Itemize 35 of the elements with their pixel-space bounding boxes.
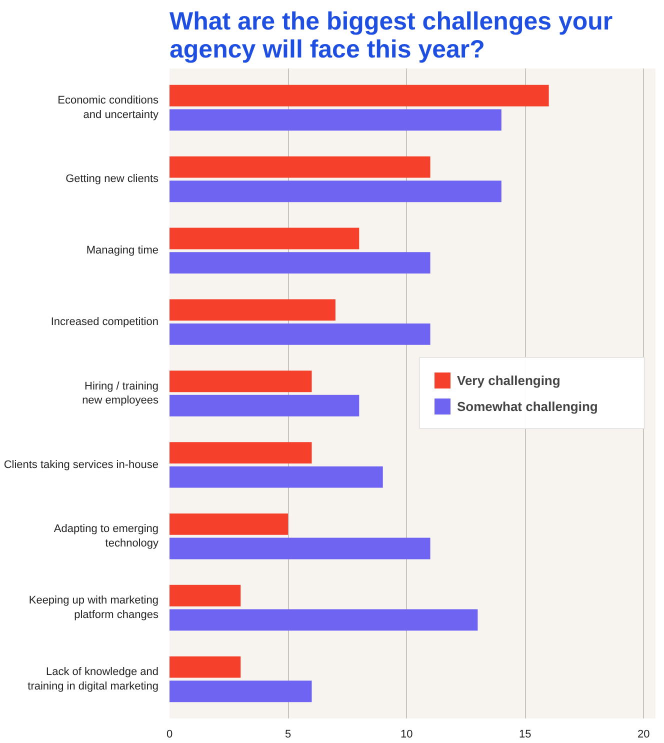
bar	[170, 584, 241, 606]
bar	[170, 324, 430, 345]
y-tick-label: Increased competition	[50, 316, 159, 328]
y-tick-label: Managing time	[86, 244, 159, 257]
bar	[170, 109, 502, 131]
bar	[170, 609, 478, 631]
y-tick-label: Hiring / training new employees	[82, 380, 159, 407]
bar	[170, 514, 288, 535]
y-tick-label: Adapting to emerging technology	[54, 523, 159, 550]
bar	[170, 680, 312, 702]
bar	[170, 370, 312, 392]
y-tick-label: Keeping up with marketing platform changes	[28, 594, 159, 621]
chart-title: What are the biggest challenges your agency will face this year?	[170, 8, 613, 64]
x-tick-label: 20	[638, 728, 650, 740]
y-tick-label: Lack of knowledge and training in digital marketing	[28, 666, 159, 692]
legend-label: Very challenging	[457, 372, 562, 388]
bar	[170, 84, 549, 106]
y-tick-label: Economic conditions and uncertainty	[58, 94, 159, 121]
bar	[170, 228, 360, 250]
bar	[170, 442, 312, 464]
y-tick-label: Getting new clients	[66, 173, 159, 186]
legend-label: Somewhat challenging	[457, 398, 599, 414]
x-tick-label: 15	[518, 728, 532, 740]
x-tick-label: 0	[166, 728, 173, 740]
x-tick-label: 5	[284, 728, 292, 740]
bar	[170, 299, 336, 321]
bar	[170, 156, 430, 178]
bar	[170, 538, 430, 560]
bar	[170, 252, 430, 274]
x-tick-label: 10	[400, 728, 413, 740]
bar	[170, 394, 360, 416]
bar	[170, 656, 241, 678]
y-tick-label: Clients taking services in-house	[4, 458, 159, 471]
bar	[170, 466, 383, 488]
bar	[170, 180, 502, 202]
